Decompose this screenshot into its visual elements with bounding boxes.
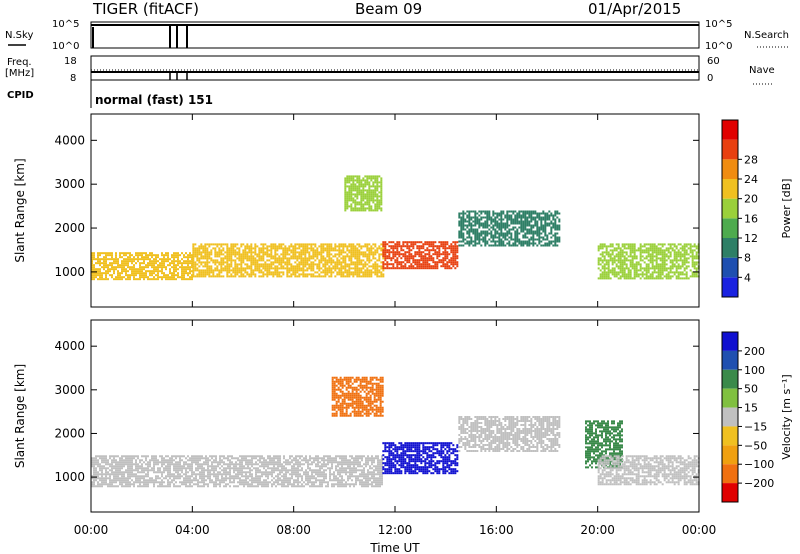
radar-title: TIGER (fitACF) <box>92 0 199 18</box>
xaxis-label: Time UT <box>369 541 420 554</box>
yaxis-label: Slant Range [km] <box>13 364 27 468</box>
colorbar-segment <box>722 218 738 238</box>
nsky-tick-top: 10^5 <box>52 19 79 30</box>
colorbar-tick-label: 16 <box>744 212 758 225</box>
colorbar-segment <box>722 179 738 199</box>
ytick-label: 1000 <box>54 470 85 484</box>
xtick-label: 08:00 <box>276 523 311 537</box>
colorbar-segment <box>722 277 738 297</box>
colorbar-segment <box>722 198 738 219</box>
scatter-band-2 <box>382 241 459 270</box>
colorbar-tick-label: 50 <box>744 383 758 396</box>
scatter-band-0 <box>91 455 383 488</box>
colorbar-tick-label: −50 <box>744 439 767 452</box>
colorbar: 200 100 50 15 −15 −50 −100 −200 Velocity [m s⁻¹] <box>721 331 793 503</box>
nave-tick-bottom: 0 <box>707 73 713 84</box>
scatter-band-0 <box>91 252 193 281</box>
colorbar-segment <box>722 369 738 389</box>
ytick-label: 4000 <box>54 339 85 353</box>
colorbar-frame <box>721 331 739 503</box>
xtick-label: 00:00 <box>74 523 109 537</box>
xtick-label: 20:00 <box>580 523 615 537</box>
colorbar-segment <box>722 159 738 179</box>
colorbar-segment <box>722 120 738 140</box>
colorbar-tick-label: 12 <box>744 232 758 245</box>
ytick-label: 3000 <box>54 177 85 191</box>
colorbar-tick-label: −100 <box>744 458 774 471</box>
ytick-label: 2000 <box>54 426 85 440</box>
scatter-band-3 <box>458 210 561 247</box>
colorbar-tick-label: 28 <box>744 153 758 166</box>
colorbar-segment <box>722 139 738 160</box>
nsky-tick-bottom: 10^0 <box>52 41 79 52</box>
colorbar-tick-label: −15 <box>744 420 767 433</box>
colorbar-frame <box>721 119 739 298</box>
nave-label: Nave <box>749 65 775 76</box>
colorbar-label: Power [dB] <box>780 179 793 239</box>
colorbar-segment <box>722 445 738 465</box>
power-panel: 1000 2000 3000 4000 Slant Range [km] 4 8 12 16 20… <box>13 113 793 308</box>
velocity-panel: 1000 2000 3000 4000 Slant Range [km] 00:00 04:… <box>13 319 793 537</box>
xtick-label: 00:00 <box>682 523 717 537</box>
freq-label-line1: Freq. <box>7 57 32 68</box>
scatter-band-4 <box>597 243 700 280</box>
ytick-label: 3000 <box>54 383 85 397</box>
colorbar-segment <box>722 407 738 427</box>
xtick-label: 12:00 <box>378 523 413 537</box>
scatter-band-5 <box>331 376 384 417</box>
nsearch-label: N.Search <box>744 30 789 41</box>
colorbar-segment <box>722 464 738 484</box>
colorbar-tick-label: 20 <box>744 193 758 206</box>
nsearch-tick-top: 10^5 <box>705 19 732 30</box>
colorbar-segment <box>722 332 738 351</box>
scatter-band-5 <box>344 175 383 212</box>
colorbar-tick-label: 100 <box>744 364 765 377</box>
scatter-band-1 <box>382 442 459 475</box>
nsky-label: N.Sky <box>5 30 33 41</box>
colorbar-segment <box>722 257 738 278</box>
colorbar-tick-label: 200 <box>744 345 765 358</box>
colorbar-segment <box>722 350 738 370</box>
beam-title: Beam 09 <box>355 0 422 18</box>
colorbar-tick-label: 4 <box>744 271 751 284</box>
freq-label-line2: [MHz] <box>5 68 34 79</box>
colorbar-tick-label: −200 <box>744 477 774 490</box>
colorbar-segment <box>722 426 738 446</box>
colorbar-tick-label: 8 <box>744 252 751 265</box>
nsearch-tick-bottom: 10^0 <box>705 41 732 52</box>
colorbar-segment <box>722 238 738 258</box>
yaxis-label: Slant Range [km] <box>13 158 27 262</box>
nave-tick-top: 60 <box>707 56 720 67</box>
date-title: 01/Apr/2015 <box>588 0 681 18</box>
scatter-band-1 <box>192 243 385 278</box>
colorbar-tick-label: 24 <box>744 173 758 186</box>
cpid-value: normal (fast) 151 <box>95 93 213 107</box>
nsky-panel-frame <box>90 21 700 49</box>
scatter-band-4 <box>597 455 700 486</box>
xtick-label: 04:00 <box>175 523 210 537</box>
ytick-label: 1000 <box>54 265 85 279</box>
ytick-label: 2000 <box>54 221 85 235</box>
colorbar-segment <box>722 483 738 502</box>
freq-tick-bottom: 8 <box>70 73 76 84</box>
colorbar-segment <box>722 388 738 408</box>
colorbar: 4 8 12 16 20 24 28 Power [dB] <box>721 119 793 298</box>
colorbar-label: Velocity [m s⁻¹] <box>780 374 793 459</box>
freq-tick-top: 18 <box>64 56 77 67</box>
xtick-label: 16:00 <box>479 523 514 537</box>
ytick-label: 4000 <box>54 133 85 147</box>
scatter-band-2 <box>458 416 561 452</box>
freq-panel-frame <box>90 55 700 81</box>
colorbar-tick-label: 15 <box>744 402 758 415</box>
cpid-label: CPID <box>7 90 34 101</box>
